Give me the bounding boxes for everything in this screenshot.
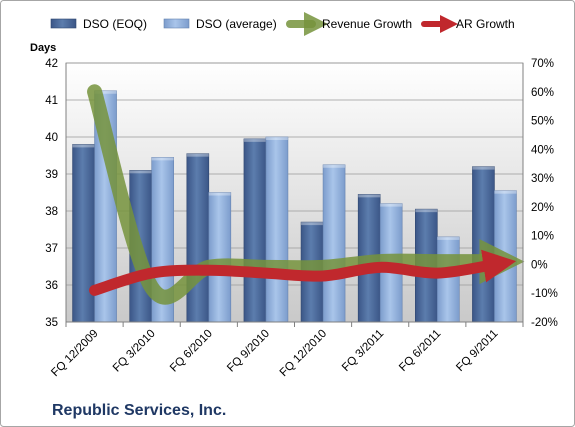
- y2-tick-label: 10%: [531, 231, 554, 243]
- y-axis-title: Days: [30, 42, 56, 54]
- y2-tick-label: 30%: [531, 173, 554, 185]
- y-tick-label: 36: [45, 280, 58, 292]
- bar-dso-average: [437, 236, 460, 323]
- y-tick-label: 42: [45, 58, 58, 70]
- bar-dso-eoq: [243, 138, 267, 323]
- bar-cap: [494, 190, 517, 194]
- bar-cap: [437, 236, 460, 240]
- y2-tick-label: 60%: [531, 87, 554, 99]
- bar-dso-average: [322, 164, 346, 323]
- y-tick-label: 41: [45, 95, 58, 107]
- bar-cap: [380, 203, 403, 207]
- revenue-growth-line: [87, 84, 525, 305]
- legend-label: DSO (average): [196, 17, 277, 31]
- y2-tick-label: -10%: [531, 288, 558, 300]
- bar-cap: [186, 153, 209, 157]
- ar-growth-line: [89, 249, 517, 296]
- bar-cap: [94, 90, 117, 94]
- legend-label: DSO (EOQ): [83, 17, 147, 31]
- right-axis-ticks: -20% -10% 0% 10% 20% 30% 40% 50% 60% 70%: [531, 58, 558, 329]
- left-axis-ticks: 35 36 37 38 39 40 41 42: [45, 58, 58, 329]
- bar-cap: [301, 222, 324, 226]
- y2-tick-label: 20%: [531, 202, 554, 214]
- y2-tick-label: 70%: [531, 58, 554, 70]
- legend: DSO (EOQ) DSO (average) Revenue Growth AR G…: [50, 12, 515, 36]
- y-tick-label: 38: [45, 206, 58, 218]
- y2-tick-label: 40%: [531, 144, 554, 156]
- bar-dso-average: [208, 192, 232, 323]
- bar-cap: [323, 164, 346, 168]
- company-name: Republic Services, Inc.: [52, 402, 226, 419]
- y2-tick-label: -20%: [531, 317, 558, 329]
- y-tick-label: 39: [45, 169, 58, 181]
- bar-cap: [129, 170, 152, 174]
- growth-lines: [87, 84, 525, 305]
- bar-cap: [472, 166, 495, 170]
- y-tick-label: 35: [45, 317, 58, 329]
- legend-label: Revenue Growth: [322, 17, 412, 31]
- bar-dso-average: [265, 136, 289, 323]
- legend-swatch: [163, 18, 190, 29]
- bar-cap: [358, 194, 381, 198]
- bar-dso-eoq: [72, 144, 95, 323]
- bar-cap: [208, 192, 231, 196]
- legend-swatch: [50, 18, 77, 29]
- bar-cap: [72, 144, 95, 148]
- axes: [65, 63, 524, 327]
- legend-label: AR Growth: [456, 17, 515, 31]
- bar-dso-eoq: [472, 166, 495, 323]
- bar-cap: [151, 157, 174, 161]
- bar-cap: [265, 137, 288, 140]
- y2-tick-label: 0%: [531, 259, 548, 271]
- bar-cap: [415, 209, 438, 213]
- y-tick-label: 37: [45, 243, 58, 255]
- bar-cap: [243, 138, 266, 142]
- y-tick-label: 40: [45, 132, 58, 144]
- bar-dso-eoq: [186, 153, 210, 323]
- y2-tick-label: 50%: [531, 116, 554, 128]
